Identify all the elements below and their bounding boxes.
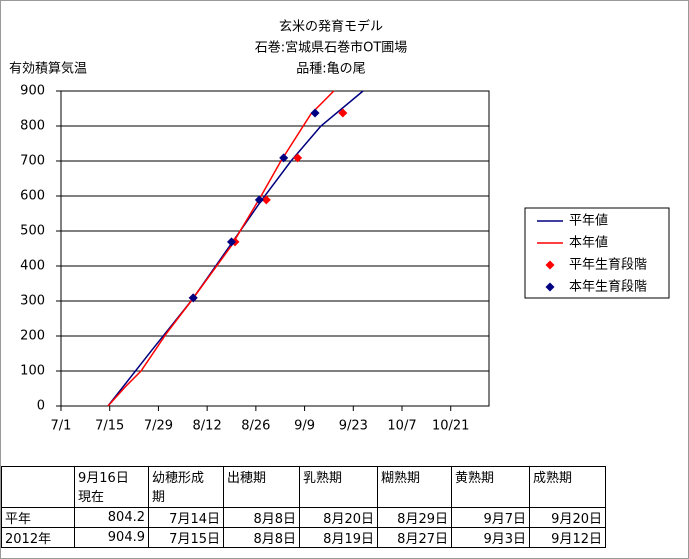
header-cell: 糊熟期 bbox=[377, 466, 452, 508]
data-cell: 804.2 bbox=[74, 507, 149, 528]
header-cell: 乳熟期 bbox=[299, 466, 378, 508]
legend-swatch bbox=[545, 282, 555, 292]
x-tick-label: 9/23 bbox=[339, 419, 368, 434]
table-row: 平年 804.2 7月14日 8月8日 8月20日 8月29日 9月7日 9月20日 bbox=[1, 507, 606, 528]
y-tick-label: 200 bbox=[20, 329, 45, 344]
x-tick-label: 8/12 bbox=[193, 419, 222, 434]
data-cell: 9月20日 bbox=[529, 507, 606, 528]
legend-label: 本年生育段階 bbox=[569, 279, 647, 295]
data-cell: 9月12日 bbox=[529, 527, 606, 548]
x-tick-label: 10/21 bbox=[432, 419, 469, 434]
y-tick-label: 700 bbox=[20, 154, 45, 169]
data-cell: 7月14日 bbox=[148, 507, 224, 528]
x-tick-label: 7/29 bbox=[144, 419, 173, 434]
stage-marker bbox=[227, 237, 237, 247]
header-cell: 黄熟期 bbox=[451, 466, 530, 508]
y-axis-label: 有効積算気温 bbox=[9, 61, 87, 77]
y-tick-label: 300 bbox=[20, 294, 45, 309]
stage-marker bbox=[293, 153, 303, 163]
data-cell: 8月27日 bbox=[377, 527, 452, 548]
title-line: 品種:亀の尾 bbox=[296, 61, 365, 77]
chart: 玄米の発育モデル 石巻:宮城県石巻市OT圃場 品種:亀の尾 有効積算気温 0 10… bbox=[9, 19, 670, 434]
series-line bbox=[107, 90, 335, 407]
y-tick-label: 500 bbox=[20, 224, 45, 239]
data-cell: 8月29日 bbox=[377, 507, 452, 528]
stage-marker bbox=[279, 153, 289, 163]
header-cell: 幼穂形成 期 bbox=[148, 466, 224, 508]
x-tick-label: 7/15 bbox=[95, 419, 124, 434]
data-cell: 9月3日 bbox=[451, 527, 530, 548]
row-label: 2012年 bbox=[1, 527, 75, 548]
stage-marker bbox=[188, 293, 198, 303]
y-tick-label: 100 bbox=[20, 364, 45, 379]
series-line bbox=[107, 90, 364, 407]
y-tick-label: 900 bbox=[20, 84, 45, 99]
stage-marker bbox=[254, 195, 264, 205]
stage-marker bbox=[338, 108, 348, 118]
data-cell: 8月8日 bbox=[223, 507, 300, 528]
legend-label: 平年値 bbox=[569, 213, 608, 229]
data-cell: 9月7日 bbox=[451, 507, 530, 528]
table-row: 2012年 904.9 7月15日 8月8日 8月19日 8月27日 9月3日 9月12日 bbox=[1, 527, 606, 548]
data-cell: 8月19日 bbox=[299, 527, 378, 548]
stage-marker bbox=[261, 195, 271, 205]
x-tick-label: 9/9 bbox=[294, 419, 315, 434]
header-cell: 出穂期 bbox=[223, 466, 300, 508]
data-cell: 8月20日 bbox=[299, 507, 378, 528]
data-cell: 904.9 bbox=[74, 527, 149, 548]
legend-swatch bbox=[545, 260, 555, 270]
y-tick-label: 800 bbox=[20, 119, 45, 134]
header-cell: 成熟期 bbox=[529, 466, 606, 508]
legend-label: 平年生育段階 bbox=[569, 257, 647, 273]
stage-marker bbox=[310, 108, 320, 118]
plot-frame bbox=[60, 90, 490, 407]
table-header: 9月16日 現在 幼穂形成 期出穂期 乳熟期 糊熟期 黄熟期 成熟期 bbox=[1, 466, 606, 508]
title-line: 石巻:宮城県石巻市OT圃場 bbox=[255, 40, 408, 56]
y-tick-label: 600 bbox=[20, 189, 45, 204]
y-tick-label: 0 bbox=[37, 399, 45, 414]
x-tick-label: 10/7 bbox=[387, 419, 416, 434]
y-tick-label: 400 bbox=[20, 259, 45, 274]
data-cell: 7月15日 bbox=[148, 527, 224, 548]
legend-label: 本年値 bbox=[569, 235, 608, 251]
header-cell: 9月16日 現在 bbox=[74, 466, 149, 508]
row-label: 平年 bbox=[1, 507, 75, 528]
stage-table: 9月16日 現在 幼穂形成 期出穂期 乳熟期 糊熟期 黄熟期 成熟期 平年 804.2 7月1… bbox=[1, 466, 606, 548]
legend-box bbox=[524, 207, 670, 299]
x-tick-label: 8/26 bbox=[241, 419, 270, 434]
title-line: 玄米の発育モデル bbox=[279, 19, 383, 35]
corner-cell bbox=[1, 466, 75, 508]
data-cell: 8月8日 bbox=[223, 527, 300, 548]
x-tick-label: 7/1 bbox=[51, 419, 72, 434]
